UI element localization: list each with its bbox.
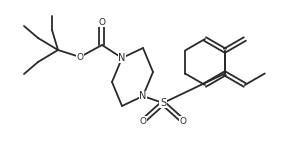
Text: O: O (140, 116, 147, 125)
Text: N: N (139, 91, 147, 101)
Text: O: O (76, 52, 83, 62)
Text: O: O (179, 116, 186, 125)
Text: S: S (160, 98, 166, 108)
Text: N: N (118, 53, 126, 63)
Text: O: O (99, 17, 106, 26)
